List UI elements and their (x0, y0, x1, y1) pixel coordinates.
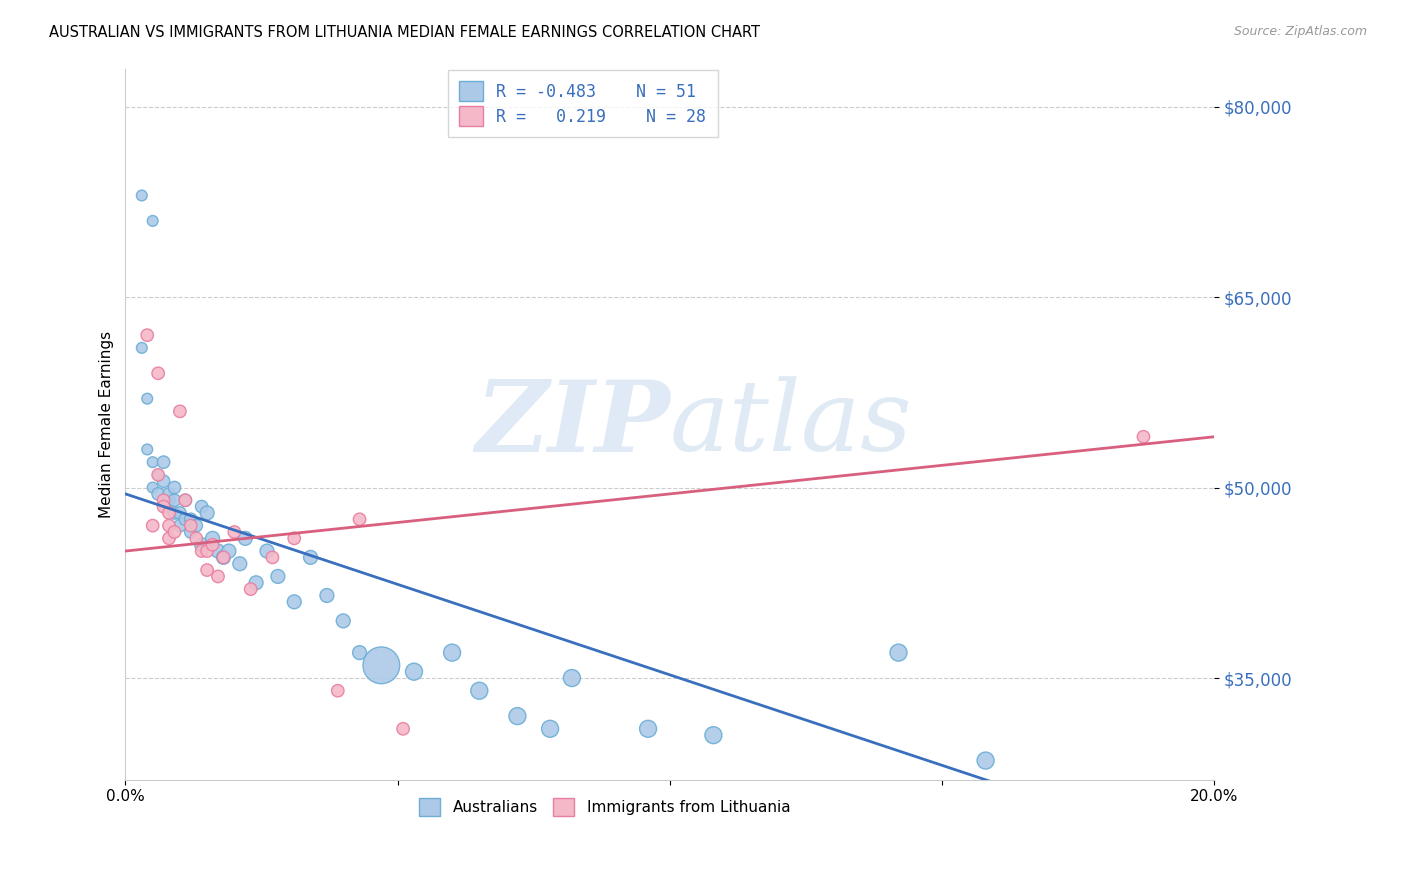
Point (370, 658, 392, 673)
Point (207, 569, 229, 583)
Point (180, 518, 202, 533)
Point (1132, 430, 1154, 444)
Point (152, 455, 174, 469)
Point (142, 455, 165, 469)
Point (349, 646, 371, 660)
Point (180, 512, 202, 526)
Point (157, 493, 180, 508)
Point (326, 683, 349, 698)
Point (131, 341, 153, 355)
Point (190, 544, 212, 558)
Point (212, 550, 235, 565)
Point (186, 532, 208, 546)
Y-axis label: Median Female Earnings: Median Female Earnings (100, 331, 114, 517)
Point (146, 487, 169, 501)
Point (887, 646, 910, 660)
Point (315, 589, 337, 603)
Point (702, 728, 724, 742)
Point (157, 532, 180, 546)
Point (163, 524, 186, 539)
Point (152, 493, 174, 508)
Point (506, 709, 529, 723)
Point (262, 550, 284, 565)
Point (392, 722, 415, 736)
Point (136, 392, 159, 406)
Point (136, 328, 159, 343)
Point (152, 500, 174, 514)
Point (283, 532, 305, 546)
Point (256, 544, 278, 558)
Point (561, 671, 583, 685)
Point (239, 582, 262, 596)
Point (190, 538, 212, 552)
Point (190, 500, 212, 514)
Point (441, 646, 464, 660)
Point (174, 493, 197, 508)
Point (195, 506, 218, 520)
Point (157, 506, 180, 520)
Point (169, 404, 191, 418)
Point (201, 538, 224, 552)
Point (267, 569, 290, 583)
Point (146, 467, 169, 482)
Point (163, 481, 186, 495)
Point (195, 544, 218, 558)
Text: AUSTRALIAN VS IMMIGRANTS FROM LITHUANIA MEDIAN FEMALE EARNINGS CORRELATION CHART: AUSTRALIAN VS IMMIGRANTS FROM LITHUANIA … (49, 25, 761, 40)
Point (349, 512, 371, 526)
Text: atlas: atlas (669, 376, 912, 472)
Point (538, 722, 561, 736)
Point (174, 512, 197, 526)
Point (157, 518, 180, 533)
Point (212, 550, 235, 565)
Point (169, 506, 191, 520)
Point (195, 563, 218, 577)
Point (163, 493, 186, 508)
Point (146, 366, 169, 380)
Point (142, 518, 165, 533)
Point (174, 493, 197, 508)
Point (245, 575, 267, 590)
Point (468, 683, 491, 698)
Point (299, 550, 322, 565)
Point (207, 544, 229, 558)
Point (169, 518, 191, 533)
Point (229, 557, 252, 571)
Point (233, 532, 256, 546)
Legend: Australians, Immigrants from Lithuania: Australians, Immigrants from Lithuania (409, 789, 800, 825)
Point (163, 506, 186, 520)
Point (218, 544, 240, 558)
Point (131, 188, 153, 202)
Point (974, 754, 997, 768)
Text: ZIP: ZIP (475, 376, 669, 472)
Point (152, 474, 174, 488)
Point (136, 442, 159, 457)
Point (157, 487, 180, 501)
Point (224, 524, 246, 539)
Point (402, 665, 425, 679)
Point (186, 518, 208, 533)
Point (142, 214, 165, 228)
Point (142, 481, 165, 495)
Point (201, 532, 224, 546)
Point (332, 614, 354, 628)
Text: Source: ZipAtlas.com: Source: ZipAtlas.com (1233, 25, 1367, 38)
Point (637, 722, 659, 736)
Point (146, 467, 169, 482)
Point (283, 595, 305, 609)
Point (180, 524, 202, 539)
